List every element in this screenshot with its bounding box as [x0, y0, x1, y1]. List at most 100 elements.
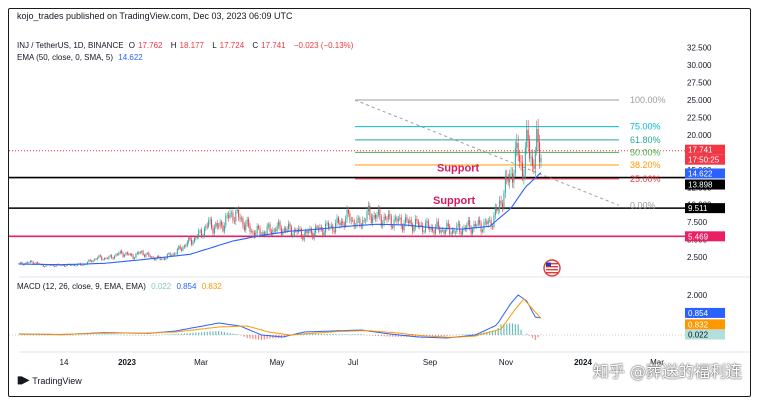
- candle-body: [61, 265, 63, 266]
- candle-body: [239, 217, 241, 220]
- macd-histogram-bar: [414, 335, 417, 337]
- candle-body: [232, 212, 234, 221]
- candle-body: [228, 215, 230, 218]
- candle-body: [81, 264, 83, 266]
- candle-body: [245, 223, 247, 231]
- macd-histogram-bar: [312, 333, 314, 335]
- candle-body: [362, 220, 364, 227]
- candle-body: [152, 256, 154, 259]
- symbol-label: INJ / TetherUS, 1D, BINANCE: [17, 41, 124, 50]
- candle-body: [340, 221, 342, 226]
- candle-body: [37, 262, 39, 264]
- macd-histogram-bar: [377, 335, 380, 336]
- candle-body: [289, 223, 291, 228]
- ohlc-h: H 18.177: [171, 41, 207, 50]
- time-tick-label: Jul: [348, 358, 358, 367]
- candle-body: [510, 173, 512, 175]
- candle-body: [360, 225, 362, 227]
- price-tick-label: 30.000: [687, 61, 712, 70]
- candle-body: [225, 215, 227, 226]
- candle-body: [35, 262, 37, 264]
- candle-body: [407, 221, 409, 223]
- candle-body: [513, 173, 515, 183]
- candle-body: [377, 209, 379, 216]
- candle-body: [429, 227, 431, 230]
- macd-signal-value: 0.832: [201, 282, 222, 291]
- candle-body: [195, 237, 197, 239]
- candle-body: [436, 221, 438, 227]
- candle-body: [109, 255, 111, 257]
- macd-histogram-bar: [346, 334, 348, 335]
- candle-body: [380, 216, 382, 227]
- candle-body: [65, 265, 67, 267]
- price-tick-label: 20.000: [687, 131, 712, 140]
- macd-histogram-bar: [511, 323, 514, 335]
- c-label: C: [252, 41, 259, 50]
- candle-body: [383, 216, 385, 224]
- macd-histogram-bar: [506, 323, 508, 335]
- candle-body: [283, 228, 285, 232]
- candle-body: [86, 262, 88, 265]
- chart-frame: kojo_trades published on TradingView.com…: [8, 8, 751, 397]
- candle-body: [477, 220, 479, 226]
- macd-histogram-bar: [101, 334, 103, 335]
- candle-body: [135, 253, 137, 258]
- tradingview-logo[interactable]: ▮▶ TradingView: [17, 375, 82, 386]
- macd-histogram-bar: [466, 334, 468, 335]
- fib-retracement: 100.00% 75.00% 61.80% 50.00% 38.20% 25.00% 0.0…: [354, 95, 666, 210]
- candle-body: [163, 258, 165, 260]
- candle-body: [322, 228, 324, 236]
- candle-body: [500, 200, 502, 204]
- candle-body: [158, 256, 160, 258]
- candle-body: [312, 233, 314, 239]
- candle-body: [363, 220, 365, 221]
- macd-histogram-bar: [180, 333, 183, 335]
- o-value: 17.762: [138, 41, 163, 50]
- candle-body: [148, 253, 150, 256]
- candle-body: [422, 225, 424, 232]
- macd-histogram-bar: [209, 331, 211, 335]
- candle-body: [345, 219, 347, 227]
- candle-body: [286, 228, 288, 231]
- candle-body: [142, 251, 144, 256]
- macd-legend[interactable]: MACD (12, 26, close, 9, EMA, EMA) 0.022 …: [17, 282, 225, 291]
- candle-body: [285, 228, 287, 231]
- macd-tick-label: 2.000: [687, 291, 708, 300]
- candle-body: [273, 229, 275, 231]
- macd-histogram-bar: [503, 324, 505, 335]
- candle-body: [400, 217, 402, 226]
- macd-histogram-bar: [357, 334, 360, 335]
- main-legend[interactable]: INJ / TetherUS, 1D, BINANCE O 17.762 H 18.…: [17, 41, 356, 50]
- candle-body: [509, 174, 511, 183]
- candle-body: [155, 258, 157, 261]
- macd-histogram-bar: [166, 334, 168, 335]
- candle-body: [119, 250, 121, 253]
- candle-body: [44, 266, 46, 268]
- candle-body: [236, 209, 238, 212]
- macd-histogram-bar: [195, 332, 197, 335]
- candle-body: [84, 264, 86, 266]
- candle-body: [449, 225, 451, 234]
- candle-body: [359, 218, 361, 226]
- candle-body: [413, 227, 415, 232]
- fib-level-label: 0.00%: [630, 200, 656, 210]
- candle-body: [460, 231, 462, 235]
- candle-body: [175, 253, 177, 255]
- candle-body: [492, 226, 494, 228]
- macd-histogram-bar: [186, 333, 188, 335]
- candle-body: [313, 233, 315, 239]
- candle-body: [269, 224, 271, 232]
- macd-histogram-bar: [491, 330, 494, 335]
- chart-canvas[interactable]: 100.00% 75.00% 61.80% 50.00% 38.20% 25.00% 0.0…: [9, 9, 750, 396]
- candle-body: [540, 158, 542, 163]
- ema-legend[interactable]: EMA (50, close, 0, SMA, 5) 14.622: [17, 53, 146, 62]
- candle-body: [98, 255, 100, 258]
- fib-level-label: 25.00%: [630, 174, 661, 184]
- candle-body: [402, 225, 404, 231]
- candle-body: [193, 237, 195, 242]
- candle-body: [375, 215, 377, 219]
- watermark: 知乎 @葬送的福利连: [592, 362, 742, 381]
- macd-histogram-bar: [397, 335, 399, 337]
- candle-body: [116, 254, 118, 255]
- candle-body: [62, 265, 64, 266]
